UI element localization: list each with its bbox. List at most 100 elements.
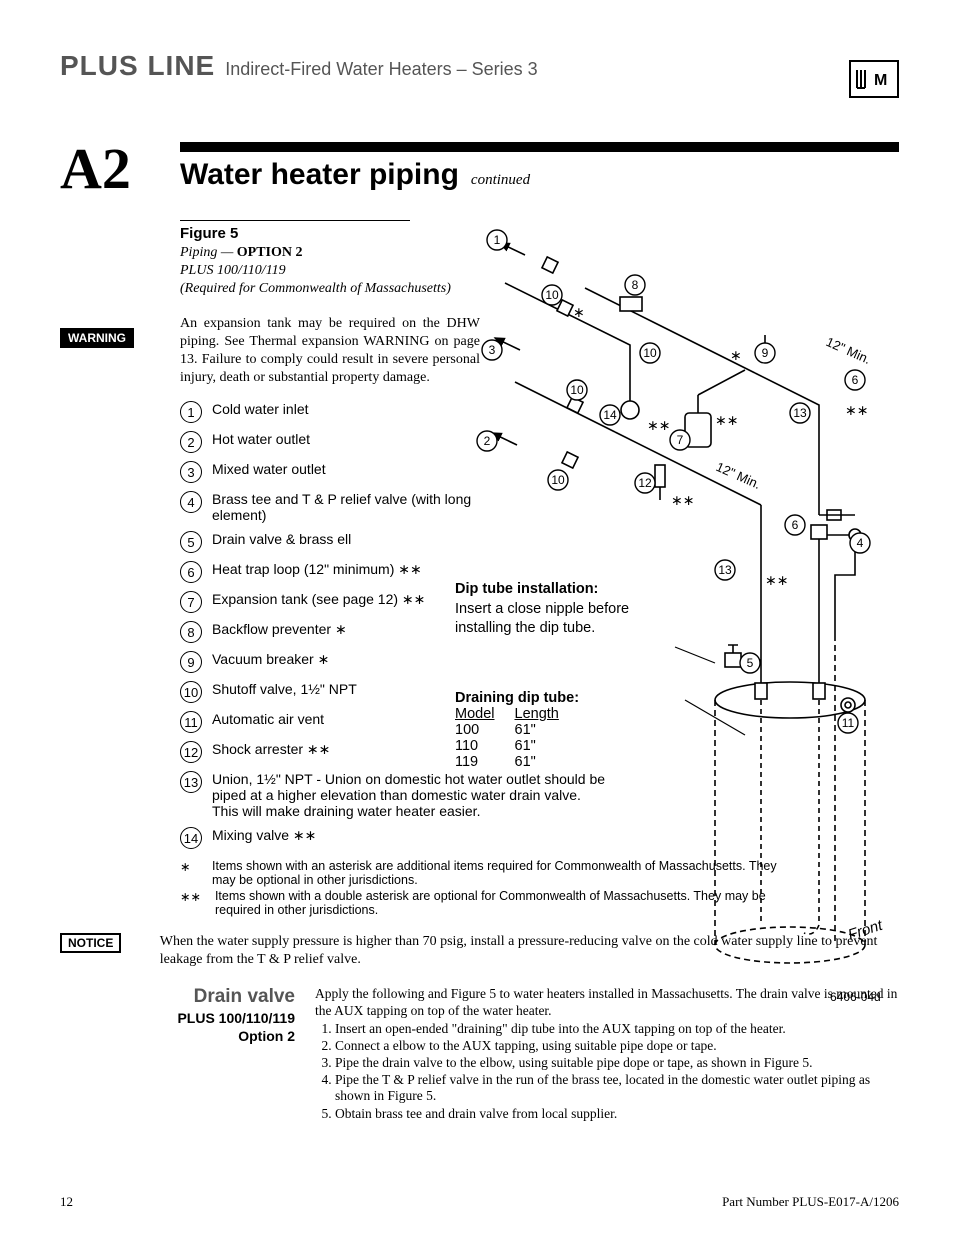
svg-text:10: 10: [545, 288, 559, 302]
callout: 10: [548, 470, 568, 490]
legend-num: 3: [180, 461, 202, 483]
callout: 6: [845, 370, 865, 390]
svg-text:6: 6: [792, 518, 799, 532]
callout: 13: [790, 403, 810, 423]
legend-num: 1: [180, 401, 202, 423]
svg-text:2: 2: [484, 434, 491, 448]
legend-num: 2: [180, 431, 202, 453]
svg-text:12" Min.: 12" Min.: [824, 334, 873, 367]
callout: 9: [755, 343, 775, 363]
diagram-id: 6406-04d: [830, 990, 881, 1004]
legend-text: Vacuum breaker ∗: [212, 651, 329, 668]
drain-intro: Apply the following and Figure 5 to wate…: [315, 986, 897, 1017]
figure-caption: Piping — OPTION 2 PLUS 100/110/119 (Requ…: [180, 244, 480, 299]
legend-text: Shutoff valve, 1½" NPT: [212, 681, 357, 697]
callout: 14: [600, 405, 620, 425]
drain-steps: Insert an open-ended "draining" dip tube…: [335, 1021, 899, 1122]
callout: 4: [850, 533, 870, 553]
callout: 12: [635, 473, 655, 493]
page-footer: 12 Part Number PLUS-E017-A/1206: [60, 1194, 899, 1210]
svg-text:9: 9: [762, 346, 769, 360]
notice-badge: NOTICE: [60, 933, 121, 953]
figure-label: Figure 5: [180, 225, 480, 242]
section-title: Water heater piping: [180, 158, 459, 192]
callout: 10: [640, 343, 660, 363]
legend-num: 4: [180, 491, 202, 513]
svg-text:∗: ∗: [730, 349, 742, 364]
svg-text:8: 8: [632, 278, 639, 292]
callout: 7: [670, 430, 690, 450]
drain-tube-table: Draining dip tube: ModelLength 10061" 11…: [455, 690, 579, 770]
svg-text:12: 12: [638, 476, 652, 490]
svg-text:5: 5: [747, 656, 754, 670]
legend-text: Expansion tank (see page 12) ∗∗: [212, 591, 425, 608]
svg-text:13: 13: [793, 406, 807, 420]
svg-text:6: 6: [852, 373, 859, 387]
legend-num: 10: [180, 681, 202, 703]
svg-text:4: 4: [857, 536, 864, 550]
svg-text:12" Min.: 12" Min.: [714, 459, 763, 492]
svg-text:13: 13: [718, 563, 732, 577]
warning-text: An expansion tank may be required on the…: [180, 315, 480, 388]
svg-text:14: 14: [603, 408, 617, 422]
svg-text:10: 10: [570, 383, 584, 397]
svg-text:∗∗: ∗∗: [647, 419, 670, 434]
section-code: A2: [60, 135, 131, 202]
callout: 2: [477, 431, 497, 451]
svg-text:11: 11: [842, 716, 855, 730]
legend-text: Heat trap loop (12" minimum) ∗∗: [212, 561, 422, 578]
drain-models: PLUS 100/110/119: [60, 1010, 295, 1026]
svg-text:7: 7: [677, 433, 684, 447]
svg-text:3: 3: [489, 343, 496, 357]
warning-badge: WARNING: [60, 328, 134, 348]
svg-text:∗∗: ∗∗: [845, 404, 868, 419]
legend-text: Mixing valve ∗∗: [212, 827, 316, 844]
legend-text: Automatic air vent: [212, 711, 324, 727]
legend-num: 14: [180, 827, 202, 849]
legend-num: 8: [180, 621, 202, 643]
legend-text: Drain valve & brass ell: [212, 531, 351, 547]
drain-valve-block: Drain valve PLUS 100/110/119 Option 2 Ap…: [60, 986, 899, 1123]
callout: 10: [542, 285, 562, 305]
callout: 1: [487, 230, 507, 250]
callout: 6: [785, 515, 805, 535]
part-number: Part Number PLUS-E017-A/1206: [722, 1194, 899, 1210]
figure-rule: [180, 220, 410, 221]
section-title-row: Water heater piping continued: [180, 158, 899, 192]
brand: PLUS LINE: [60, 50, 215, 82]
legend-num: 5: [180, 531, 202, 553]
legend-list: 1Cold water inlet 2Hot water outlet 3Mix…: [180, 401, 480, 849]
svg-text:10: 10: [551, 473, 565, 487]
page-number: 12: [60, 1194, 73, 1210]
legend-num: 9: [180, 651, 202, 673]
callout: 3: [482, 340, 502, 360]
doc-header: PLUS LINE Indirect-Fired Water Heaters –…: [60, 50, 899, 82]
svg-text:∗∗: ∗∗: [765, 574, 788, 589]
legend-num: 11: [180, 711, 202, 733]
callout: 11: [838, 713, 858, 733]
svg-text:M: M: [874, 72, 887, 89]
svg-text:∗: ∗: [573, 306, 585, 321]
legend-text: Cold water inlet: [212, 401, 309, 417]
legend-text: Shock arrester ∗∗: [212, 741, 330, 758]
callout: 8: [625, 275, 645, 295]
svg-text:Front: Front: [846, 917, 885, 944]
svg-text:∗∗: ∗∗: [715, 414, 738, 429]
legend-num: 13: [180, 771, 202, 793]
continued-label: continued: [471, 172, 530, 189]
drain-option: Option 2: [60, 1028, 295, 1044]
svg-text:10: 10: [643, 346, 657, 360]
svg-text:∗∗: ∗∗: [671, 494, 694, 509]
callout: 5: [740, 653, 760, 673]
legend-num: 12: [180, 741, 202, 763]
drain-title: Drain valve: [60, 986, 295, 1008]
callout: 10: [567, 380, 587, 400]
svg-text:1: 1: [494, 233, 501, 247]
legend-text: Brass tee and T & P relief valve (with l…: [212, 491, 480, 523]
legend-num: 7: [180, 591, 202, 613]
legend-text: Mixed water outlet: [212, 461, 326, 477]
dip-tube-note: Dip tube installation: Insert a close ni…: [455, 580, 675, 639]
callout: 13: [715, 560, 735, 580]
legend-text: Backflow preventer ∗: [212, 621, 347, 638]
title-rule: [180, 142, 899, 152]
